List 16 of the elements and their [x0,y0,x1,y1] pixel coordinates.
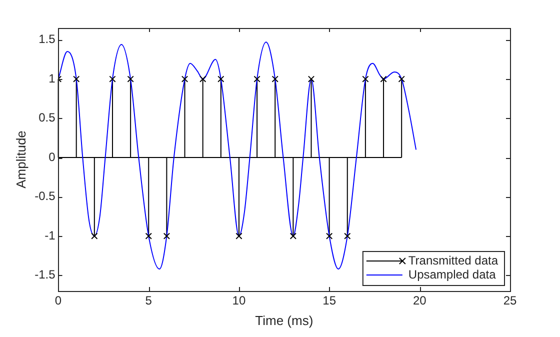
x-tick-label: 20 [412,294,427,308]
x-tick-label: 25 [503,294,517,308]
y-axis-title: Amplitude [13,130,28,188]
y-tick-label: 1.5 [38,32,56,46]
y-tick-label: 1 [48,71,56,86]
x-tick-label: 15 [322,294,336,308]
y-tick-label: -1 [44,228,56,242]
legend-label: Transmitted data [408,253,498,268]
x-tick-label: 10 [232,294,246,308]
x-axis-title: Time (ms) [255,312,314,328]
y-tick-label: -0.5 [34,189,56,204]
y-tick-label: -1.5 [34,268,56,282]
x-tick-label: 5 [145,294,152,308]
y-tick-label: 0.5 [38,110,56,125]
legend-label: Upsampled data [408,267,496,282]
y-tick-label: 0 [48,150,56,164]
